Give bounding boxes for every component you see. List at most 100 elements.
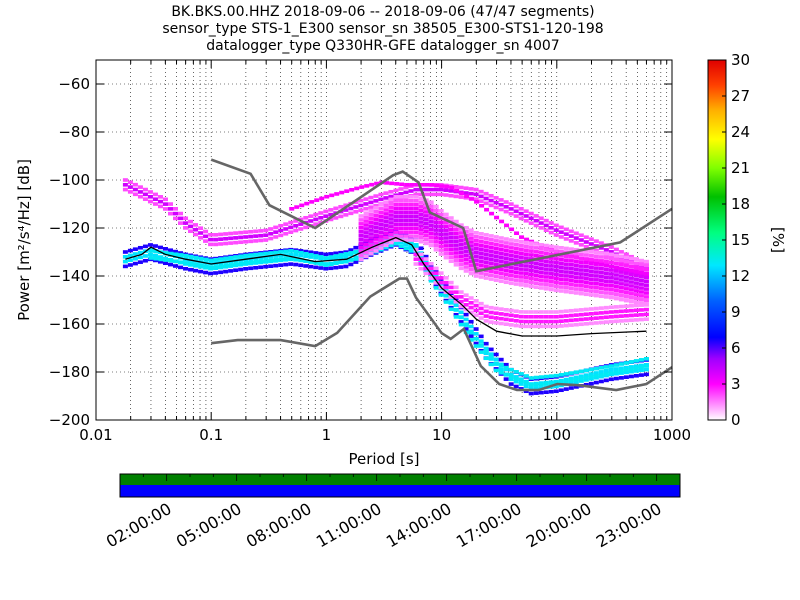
density-cell xyxy=(278,257,284,261)
density-cell xyxy=(413,187,419,192)
density-cell xyxy=(468,296,474,300)
density-cell xyxy=(448,231,454,236)
density-cell xyxy=(458,290,464,294)
density-cell xyxy=(388,194,394,199)
density-cell xyxy=(643,372,649,377)
density-cell xyxy=(463,253,469,258)
density-cell xyxy=(553,381,559,385)
density-cell xyxy=(563,309,569,313)
density-cell xyxy=(493,352,499,357)
density-cell xyxy=(403,206,409,211)
density-cell xyxy=(493,306,499,311)
density-cell xyxy=(248,266,254,271)
density-cell xyxy=(423,192,429,197)
density-cell xyxy=(433,271,439,276)
density-cell xyxy=(323,263,329,267)
density-cell xyxy=(448,307,454,312)
density-cell xyxy=(398,191,404,196)
density-cell xyxy=(398,198,404,203)
density-cell xyxy=(248,260,254,265)
density-cell xyxy=(388,243,394,248)
density-cell xyxy=(568,239,574,243)
density-cell xyxy=(359,185,365,189)
density-cell xyxy=(503,373,509,377)
density-cell xyxy=(503,276,509,281)
density-cell xyxy=(488,357,494,361)
density-cell xyxy=(468,187,474,191)
density-cell xyxy=(203,264,209,269)
density-cell xyxy=(127,258,133,262)
density-cell xyxy=(593,285,599,290)
density-cell xyxy=(433,192,439,197)
density-cell xyxy=(563,285,569,290)
density-cell xyxy=(628,256,634,261)
density-cell xyxy=(333,256,339,260)
colorbar-tick-label: 12 xyxy=(731,267,750,285)
density-cell xyxy=(473,337,479,341)
density-cell xyxy=(463,302,469,307)
density-cell xyxy=(533,277,539,282)
density-cell xyxy=(304,201,310,206)
density-cell xyxy=(543,218,549,223)
density-cell xyxy=(603,310,609,315)
density-cell xyxy=(243,235,249,239)
density-cell xyxy=(358,249,364,254)
density-cell xyxy=(623,368,629,372)
density-cell xyxy=(418,204,424,209)
density-cell xyxy=(508,308,514,313)
timeline-tick-label: 17:00:00 xyxy=(453,499,525,551)
density-cell xyxy=(343,264,349,269)
density-cell xyxy=(478,275,484,279)
density-cell xyxy=(578,317,584,322)
density-cell xyxy=(618,371,624,375)
density-cell xyxy=(273,263,279,268)
density-cell xyxy=(162,261,168,266)
density-cell xyxy=(353,250,359,254)
density-cell xyxy=(568,290,574,295)
density-cell xyxy=(528,245,534,249)
density-cell xyxy=(453,262,459,267)
density-cell xyxy=(253,265,259,270)
density-cell xyxy=(578,291,584,296)
density-cell xyxy=(608,364,614,368)
colorbar-tick-label: 21 xyxy=(731,159,750,177)
y-tick-label: −140 xyxy=(49,267,90,285)
density-cell xyxy=(288,256,294,260)
density-cell xyxy=(503,317,509,322)
density-cell xyxy=(348,211,354,216)
density-cell xyxy=(438,224,444,229)
density-cell xyxy=(313,255,319,260)
density-cell xyxy=(438,248,444,252)
density-cell xyxy=(493,246,499,251)
density-cell xyxy=(308,250,314,255)
density-cell xyxy=(588,242,594,246)
density-cell xyxy=(278,263,284,267)
density-cell xyxy=(618,362,624,366)
density-cell xyxy=(558,273,564,278)
density-cell xyxy=(358,257,364,261)
density-cell xyxy=(253,239,259,243)
density-cell xyxy=(543,279,549,283)
density-cell xyxy=(418,224,424,228)
density-cell xyxy=(483,236,489,241)
density-cell xyxy=(398,187,404,191)
density-cell xyxy=(553,261,559,265)
density-cell xyxy=(613,261,619,266)
density-cell xyxy=(368,200,374,205)
density-cell xyxy=(563,266,569,270)
density-cell xyxy=(268,264,274,269)
density-cell xyxy=(623,287,629,291)
density-cell xyxy=(208,258,214,263)
density-cell xyxy=(403,234,409,238)
density-cell xyxy=(593,278,599,282)
density-cell xyxy=(278,223,284,228)
density-cell xyxy=(458,227,464,231)
density-cell xyxy=(458,223,464,227)
density-cell xyxy=(478,350,484,354)
density-cell xyxy=(233,262,239,266)
density-cell xyxy=(518,263,524,267)
density-cell xyxy=(613,363,619,367)
density-cell xyxy=(333,206,339,211)
density-cell xyxy=(498,367,504,371)
